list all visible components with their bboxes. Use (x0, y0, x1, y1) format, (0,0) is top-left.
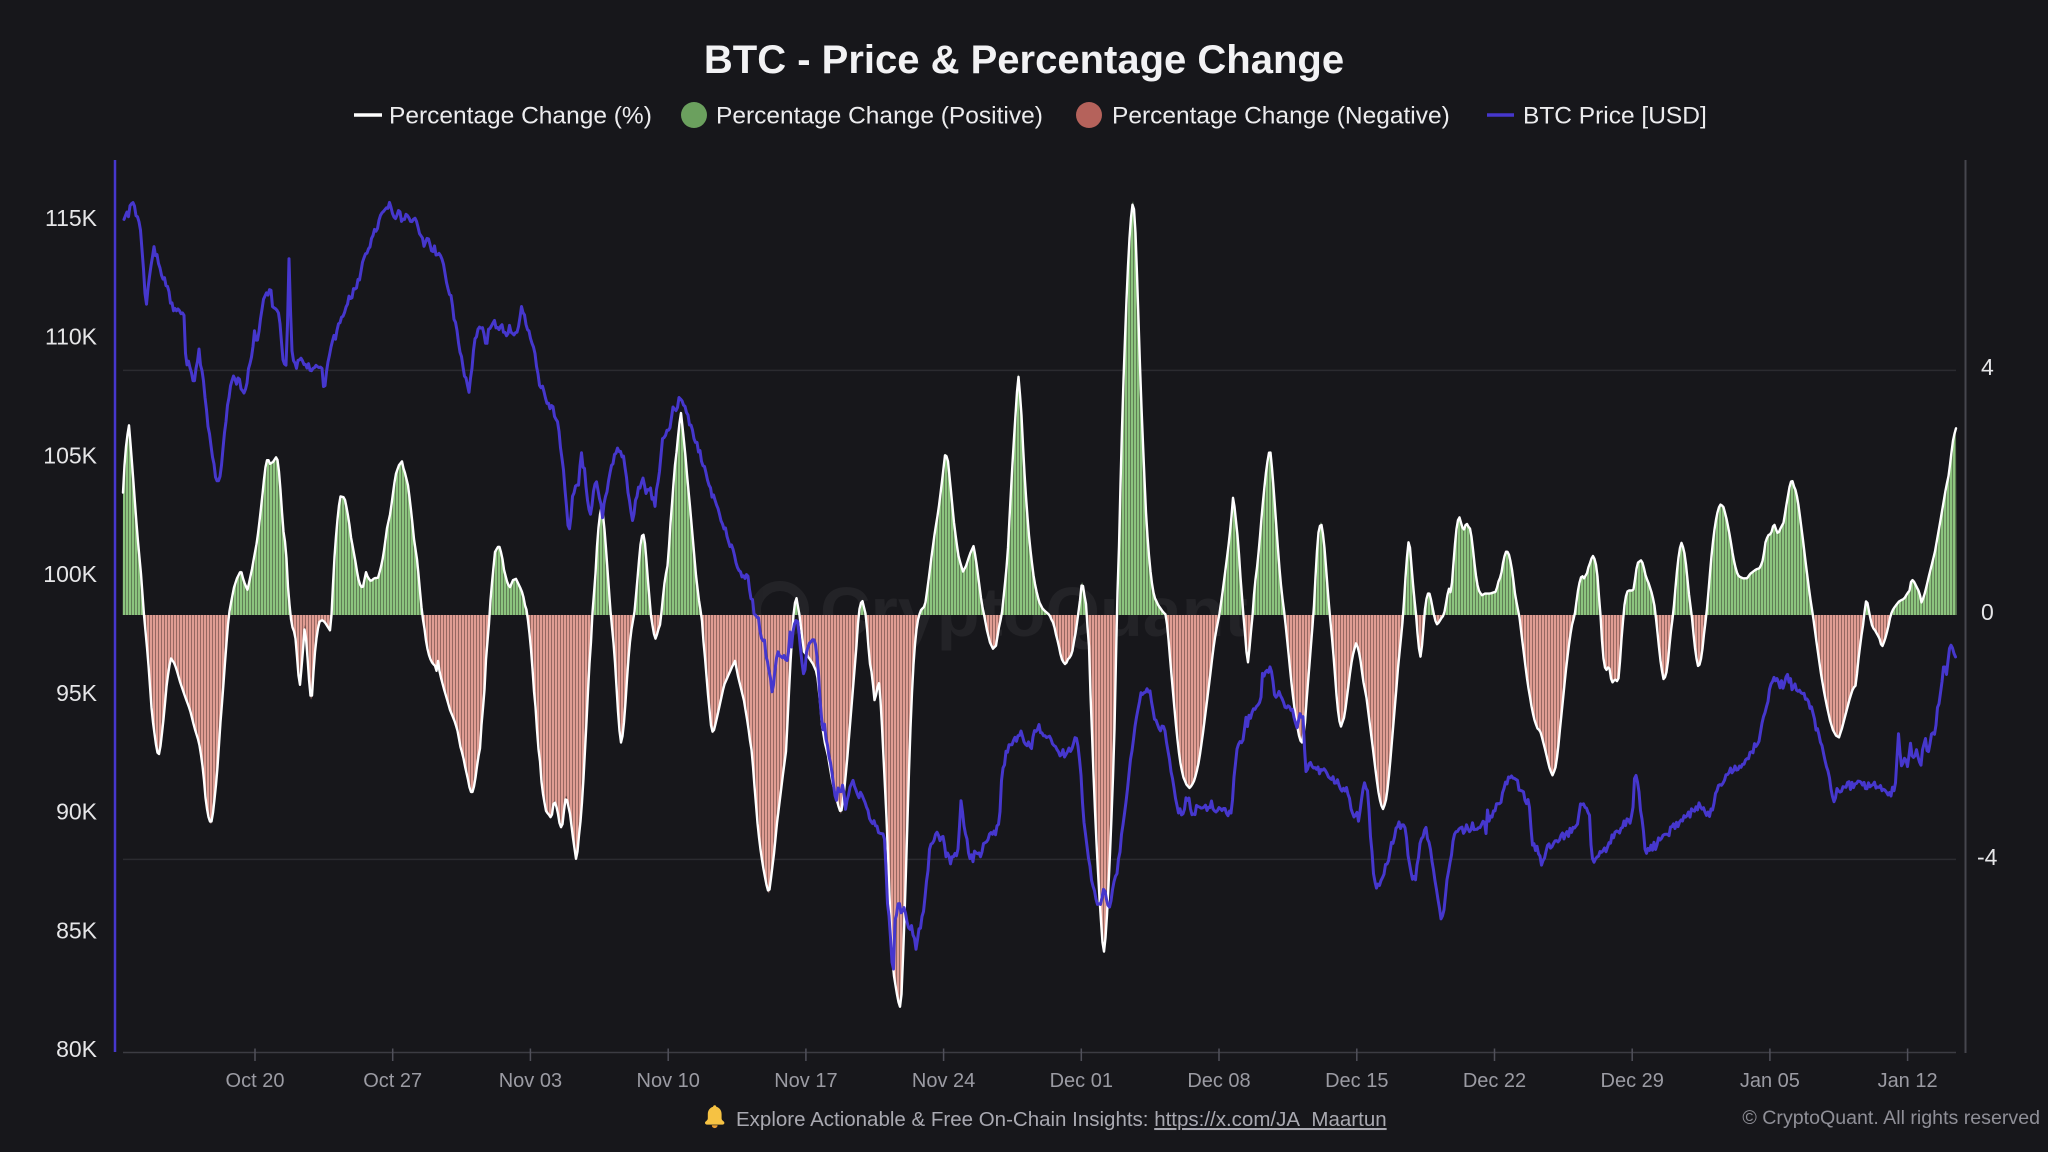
svg-text:Dec 29: Dec 29 (1601, 1070, 1664, 1092)
svg-text:Dec 15: Dec 15 (1325, 1070, 1388, 1092)
svg-text:Percentage Change (Positive): Percentage Change (Positive) (716, 103, 1043, 130)
svg-text:0: 0 (1981, 599, 1994, 625)
svg-text:Nov 17: Nov 17 (774, 1070, 837, 1092)
svg-text:© CryptoQuant. All rights rese: © CryptoQuant. All rights reserved (1742, 1107, 2040, 1129)
svg-text:115K: 115K (45, 205, 98, 231)
svg-text:Nov 03: Nov 03 (499, 1070, 562, 1092)
svg-text:105K: 105K (43, 442, 97, 468)
svg-text:Dec 01: Dec 01 (1050, 1070, 1113, 1092)
svg-text:95K: 95K (56, 680, 98, 706)
svg-text:Percentage Change (Negative): Percentage Change (Negative) (1112, 103, 1450, 130)
svg-text:Oct 20: Oct 20 (226, 1070, 285, 1092)
svg-text:BTC Price [USD]: BTC Price [USD] (1523, 103, 1707, 130)
svg-text:110K: 110K (45, 324, 98, 350)
svg-text:90K: 90K (56, 799, 98, 825)
svg-text:Explore Actionable & Free On-C: Explore Actionable & Free On-Chain Insig… (736, 1108, 1387, 1131)
svg-text:Dec 08: Dec 08 (1187, 1070, 1250, 1092)
svg-text:100K: 100K (43, 561, 97, 587)
svg-text:Jan 12: Jan 12 (1878, 1070, 1938, 1092)
svg-text:Jan 05: Jan 05 (1740, 1070, 1800, 1092)
svg-text:-4: -4 (1977, 844, 1998, 870)
svg-text:Dec 22: Dec 22 (1463, 1070, 1526, 1092)
svg-text:Nov 10: Nov 10 (637, 1070, 700, 1092)
svg-text:Percentage Change (%): Percentage Change (%) (389, 103, 652, 130)
svg-text:BTC - Price & Percentage Chang: BTC - Price & Percentage Change (704, 38, 1344, 82)
svg-text:Oct 27: Oct 27 (363, 1070, 422, 1092)
svg-text:85K: 85K (56, 917, 98, 943)
svg-text:80K: 80K (56, 1036, 98, 1062)
svg-text:4: 4 (1981, 354, 1994, 380)
svg-text:Nov 24: Nov 24 (912, 1070, 975, 1092)
